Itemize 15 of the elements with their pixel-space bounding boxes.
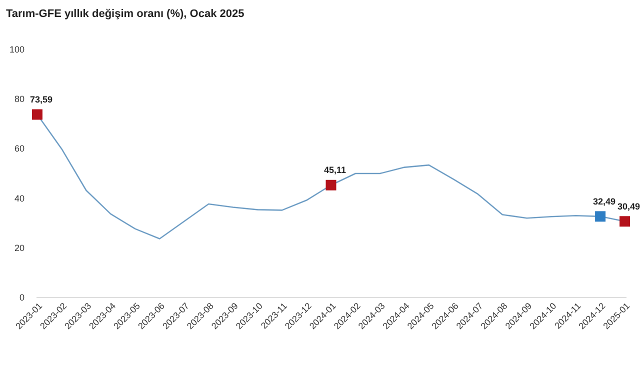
y-tick-label: 100 xyxy=(9,44,24,54)
data-label: 30,49 xyxy=(618,201,640,212)
point xyxy=(620,216,630,227)
point xyxy=(595,211,606,222)
y-tick-label: 20 xyxy=(14,242,24,253)
data-label: 45,11 xyxy=(324,165,346,176)
data-label: 32,49 xyxy=(593,196,616,206)
y-tick-label: 40 xyxy=(14,193,24,204)
y-tick-label: 80 xyxy=(14,94,24,104)
point xyxy=(32,109,42,120)
y-tick-label: 0 xyxy=(19,292,24,302)
y-tick-label: 60 xyxy=(14,144,24,154)
data-label: 73,59 xyxy=(30,94,52,104)
chart-title: Tarım-GFE yıllık değişim oranı (%), Ocak 2025 xyxy=(6,8,244,20)
point xyxy=(326,180,336,190)
